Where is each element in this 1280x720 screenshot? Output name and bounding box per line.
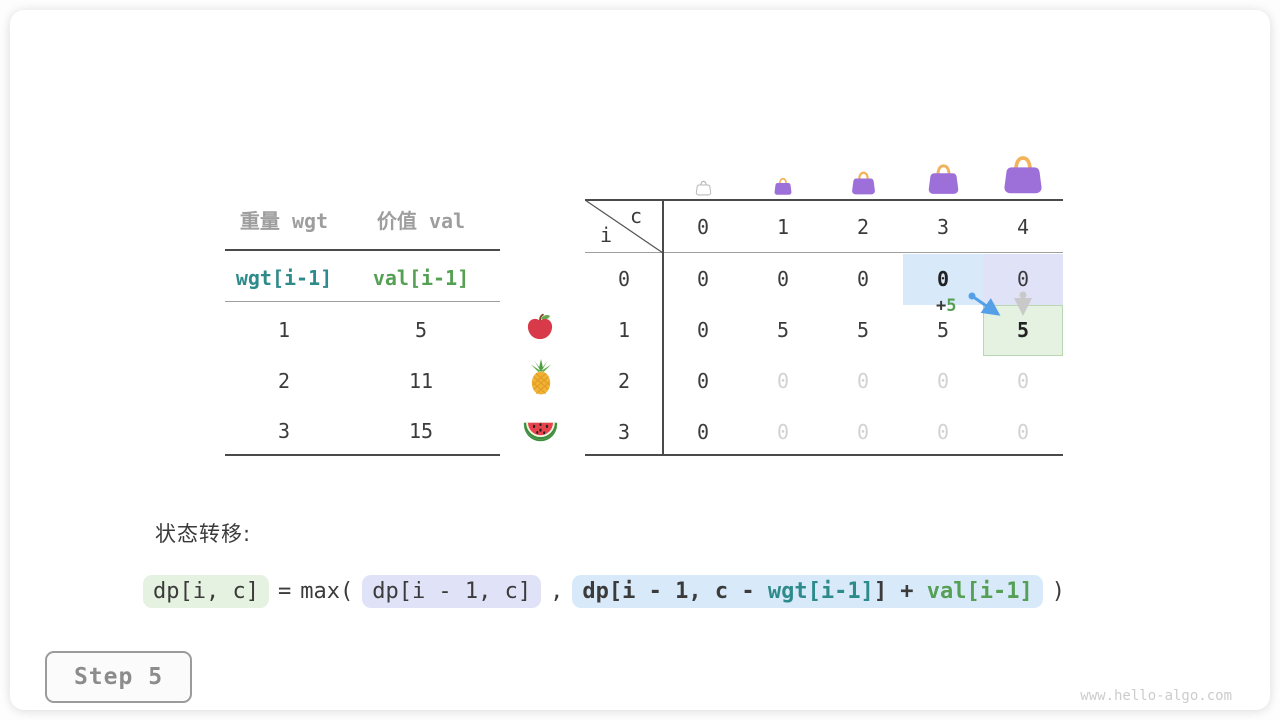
- step-badge: Step 5: [45, 651, 192, 703]
- formula-term-lavender-box: dp[i - 1, c]: [362, 574, 542, 608]
- dp-cell: 0: [856, 369, 870, 393]
- dp-row-header: 1: [617, 318, 631, 342]
- item-value: 5: [414, 318, 428, 342]
- dp-cell: 0: [1016, 267, 1030, 291]
- dp-col-header: 1: [776, 215, 790, 239]
- transition-formula: dp[i, c] = max( dp[i - 1, c], dp[i - 1, c - …: [143, 571, 1065, 611]
- dp-cell: 0: [776, 369, 790, 393]
- dp-cell: 0: [696, 369, 710, 393]
- watermark: www.hello-algo.com: [1080, 688, 1232, 704]
- dp-corner-diagonal: [585, 200, 663, 253]
- formula-operator: =: [277, 578, 292, 604]
- dp-cell: 5: [936, 318, 950, 342]
- transition-arrows: +5: [936, 291, 1032, 316]
- dp-corner-row-var: i: [600, 223, 613, 247]
- dp-col-header: 0: [696, 215, 710, 239]
- dp-cell: 5: [776, 318, 790, 342]
- handbag-icon: [1004, 156, 1042, 194]
- formula-part: dp[i - 1, c -: [582, 578, 768, 604]
- plus-value-annotation: +5: [936, 296, 957, 316]
- handbag-icon: [851, 171, 875, 195]
- dp-table-header-rule: [585, 252, 1063, 253]
- dp-cell: 0: [1016, 420, 1030, 444]
- formula-operator: max(: [300, 578, 354, 604]
- formula-operator: ): [1051, 578, 1066, 604]
- items-table-top-rule: [225, 249, 500, 251]
- dp-row-header: 0: [617, 267, 631, 291]
- dp-row-header: 2: [617, 369, 631, 393]
- item-weight: 1: [277, 318, 291, 342]
- blue-arrow: [971, 294, 1001, 316]
- dp-col-header: 2: [856, 215, 870, 239]
- formula-operator: ,: [550, 578, 564, 604]
- dp-cell: 5: [1016, 318, 1030, 342]
- items-table-mid-rule: [225, 301, 500, 302]
- item-value: 15: [408, 419, 434, 443]
- items-formula-val: val[i-1]: [372, 266, 470, 290]
- items-formula-wgt: wgt[i-1]: [235, 266, 333, 290]
- formula-term-blue-box: dp[i - 1, c - wgt[i-1]] + val[i-1]: [572, 574, 1043, 608]
- figure-card: 重量 wgt 价值 val wgt[i-1] val[i-1] 1 5 2 11 3 15: [10, 10, 1270, 710]
- dp-table-vertical-rule: [662, 199, 664, 456]
- items-header-weight: 重量 wgt: [239, 209, 329, 233]
- dp-cell: 0: [856, 420, 870, 444]
- items-header-value: 价值 val: [376, 209, 466, 233]
- formula-part: ] +: [873, 578, 927, 604]
- item-weight: 2: [277, 369, 291, 393]
- dp-cell: 0: [776, 420, 790, 444]
- dp-col-header: 3: [936, 215, 950, 239]
- dp-table-top-rule: [585, 199, 1063, 201]
- item-value: 11: [408, 369, 434, 393]
- handbag-icon: [928, 164, 958, 194]
- dp-cell: 0: [1016, 369, 1030, 393]
- dp-cell: 0: [696, 267, 710, 291]
- dp-cell: 0: [696, 318, 710, 342]
- transition-label: 状态转移:: [155, 522, 252, 546]
- dp-cell: 0: [776, 267, 790, 291]
- dp-cell: 0: [936, 420, 950, 444]
- items-table-bottom-rule: [225, 454, 500, 456]
- item-weight: 3: [277, 419, 291, 443]
- dp-cell: 0: [936, 267, 950, 291]
- dp-cell: 0: [936, 369, 950, 393]
- watermelon-icon: [523, 422, 558, 442]
- dp-row-header: 3: [617, 420, 631, 444]
- dp-col-header: 4: [1016, 215, 1030, 239]
- apple-icon: [527, 313, 553, 340]
- dp-corner-col-var: c: [630, 204, 643, 228]
- pineapple-icon: [530, 359, 552, 395]
- formula-term-green-box: dp[i, c]: [143, 574, 269, 608]
- dp-table-bottom-rule: [585, 454, 1063, 456]
- handbag-icon: [774, 177, 792, 195]
- dp-cell: 0: [696, 420, 710, 444]
- formula-part: wgt[i-1]: [767, 578, 874, 604]
- dp-cell: 5: [856, 318, 870, 342]
- formula-part: val[i-1]: [926, 578, 1033, 604]
- empty-bag-icon: [695, 180, 711, 196]
- step-badge-label: Step 5: [73, 664, 164, 690]
- dp-cell: 0: [856, 267, 870, 291]
